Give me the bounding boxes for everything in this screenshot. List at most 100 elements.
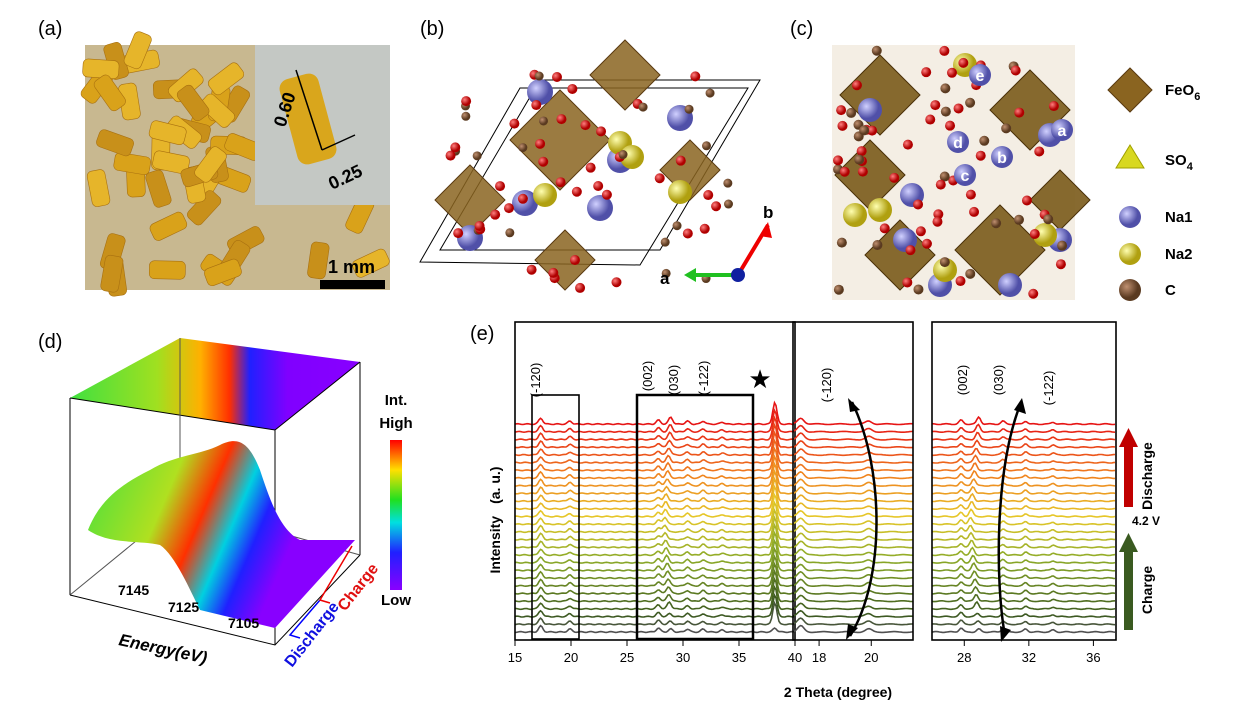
xrd-pattern — [932, 524, 1116, 534]
xrd-pattern — [932, 619, 1116, 626]
arrow-head — [1014, 398, 1026, 414]
o-atom — [933, 209, 944, 220]
xrd-pattern — [515, 492, 795, 518]
highlight-box — [635, 393, 755, 641]
xrd-pattern — [515, 507, 795, 534]
xrd-pattern — [793, 463, 913, 472]
axis-title: Energy(eV) — [117, 630, 209, 667]
peak-label: (030) — [666, 365, 681, 395]
colorbar — [390, 440, 402, 590]
c-atom — [991, 218, 1002, 229]
o-atom — [555, 177, 566, 188]
crystal — [86, 169, 111, 207]
na2-atom — [620, 145, 644, 169]
xrd-pattern — [793, 456, 913, 464]
o-atom — [596, 126, 607, 137]
xrd-pattern — [793, 524, 913, 534]
y-axis-title: Intensity (a. u.) — [487, 467, 503, 574]
x-tick-label: 35 — [732, 650, 746, 665]
o-atom — [867, 125, 878, 136]
crystal — [194, 146, 227, 183]
legend-label: C — [1165, 282, 1176, 299]
xrd-pattern — [793, 617, 913, 626]
c-atom — [1013, 214, 1024, 225]
peak-label: (002) — [640, 361, 655, 391]
axis-label: a — [660, 269, 670, 288]
o-atom — [682, 228, 693, 239]
o-atom — [839, 166, 850, 177]
xrd-pattern — [515, 600, 795, 626]
arrow-head — [1000, 626, 1011, 642]
c-atom — [965, 97, 976, 108]
o-atom — [1034, 146, 1045, 157]
xrd-pattern — [793, 494, 913, 503]
c-atom — [723, 199, 733, 209]
o-atom — [902, 277, 913, 288]
polyhedron — [434, 164, 506, 236]
o-atom — [939, 45, 950, 56]
arrow-head — [848, 398, 860, 412]
legend-icon — [1115, 144, 1145, 169]
xrd-pattern — [932, 454, 1116, 464]
panel-label: (e) — [470, 323, 494, 345]
o-atom — [969, 206, 980, 217]
na1-atom — [998, 273, 1022, 297]
c-atom — [684, 104, 694, 114]
x-tick-label: 20 — [564, 650, 578, 665]
c-atom — [618, 150, 628, 160]
c-atom — [1057, 240, 1068, 251]
o-atom — [1014, 107, 1025, 118]
x-tick-label: 25 — [620, 650, 634, 665]
xrd-pattern — [515, 624, 795, 634]
xrd-pattern — [793, 448, 913, 457]
c-atom — [939, 257, 950, 268]
na-site — [969, 64, 991, 86]
xrd-pattern — [515, 561, 795, 588]
xrd-pattern — [793, 548, 913, 557]
xrd-pattern — [515, 530, 795, 557]
c-atom — [979, 135, 990, 146]
na1-atom — [527, 79, 553, 105]
frame — [792, 321, 914, 641]
xrd-pattern — [793, 517, 913, 526]
xrd-pattern — [932, 627, 1116, 634]
c-atom — [672, 221, 682, 231]
o-atom — [531, 100, 542, 111]
xrd-pattern — [932, 485, 1116, 495]
o-atom — [1048, 101, 1059, 112]
patterns — [793, 417, 913, 634]
xrd-pattern — [515, 568, 795, 595]
na-site — [991, 146, 1013, 168]
c-atom — [701, 141, 711, 151]
o-atom — [552, 72, 563, 83]
o-atom — [575, 282, 586, 293]
c-atom — [871, 45, 882, 56]
xrd-pattern — [515, 592, 795, 618]
panel-label: (d) — [38, 331, 62, 353]
legend-icon — [1119, 206, 1141, 228]
crystal-structure: e a d b c — [833, 45, 1091, 299]
charge-label: Charge — [335, 560, 382, 614]
xrd-pattern — [793, 609, 913, 618]
y-unit: (a. u.) — [487, 467, 503, 504]
xrd-pattern — [793, 486, 913, 495]
xrd-pattern — [932, 469, 1115, 480]
axis-label: b — [763, 203, 773, 222]
o-atom — [851, 80, 862, 91]
o-atom — [580, 120, 591, 131]
peak-label: (-120) — [819, 368, 834, 403]
xrd-pattern — [932, 462, 1116, 472]
panel-label: (c) — [790, 18, 813, 40]
site-label: d — [953, 135, 963, 152]
dim-line — [321, 134, 356, 151]
o-atom — [538, 156, 549, 167]
highlight-box — [531, 394, 580, 640]
c-atom — [833, 284, 844, 295]
na2-atom — [668, 180, 692, 204]
peak-label: (-120) — [528, 363, 543, 398]
na-site — [947, 131, 969, 153]
c-atom — [913, 284, 924, 295]
o-atom — [1028, 288, 1039, 299]
o-atom — [965, 189, 976, 200]
xrd-pattern — [793, 532, 913, 541]
